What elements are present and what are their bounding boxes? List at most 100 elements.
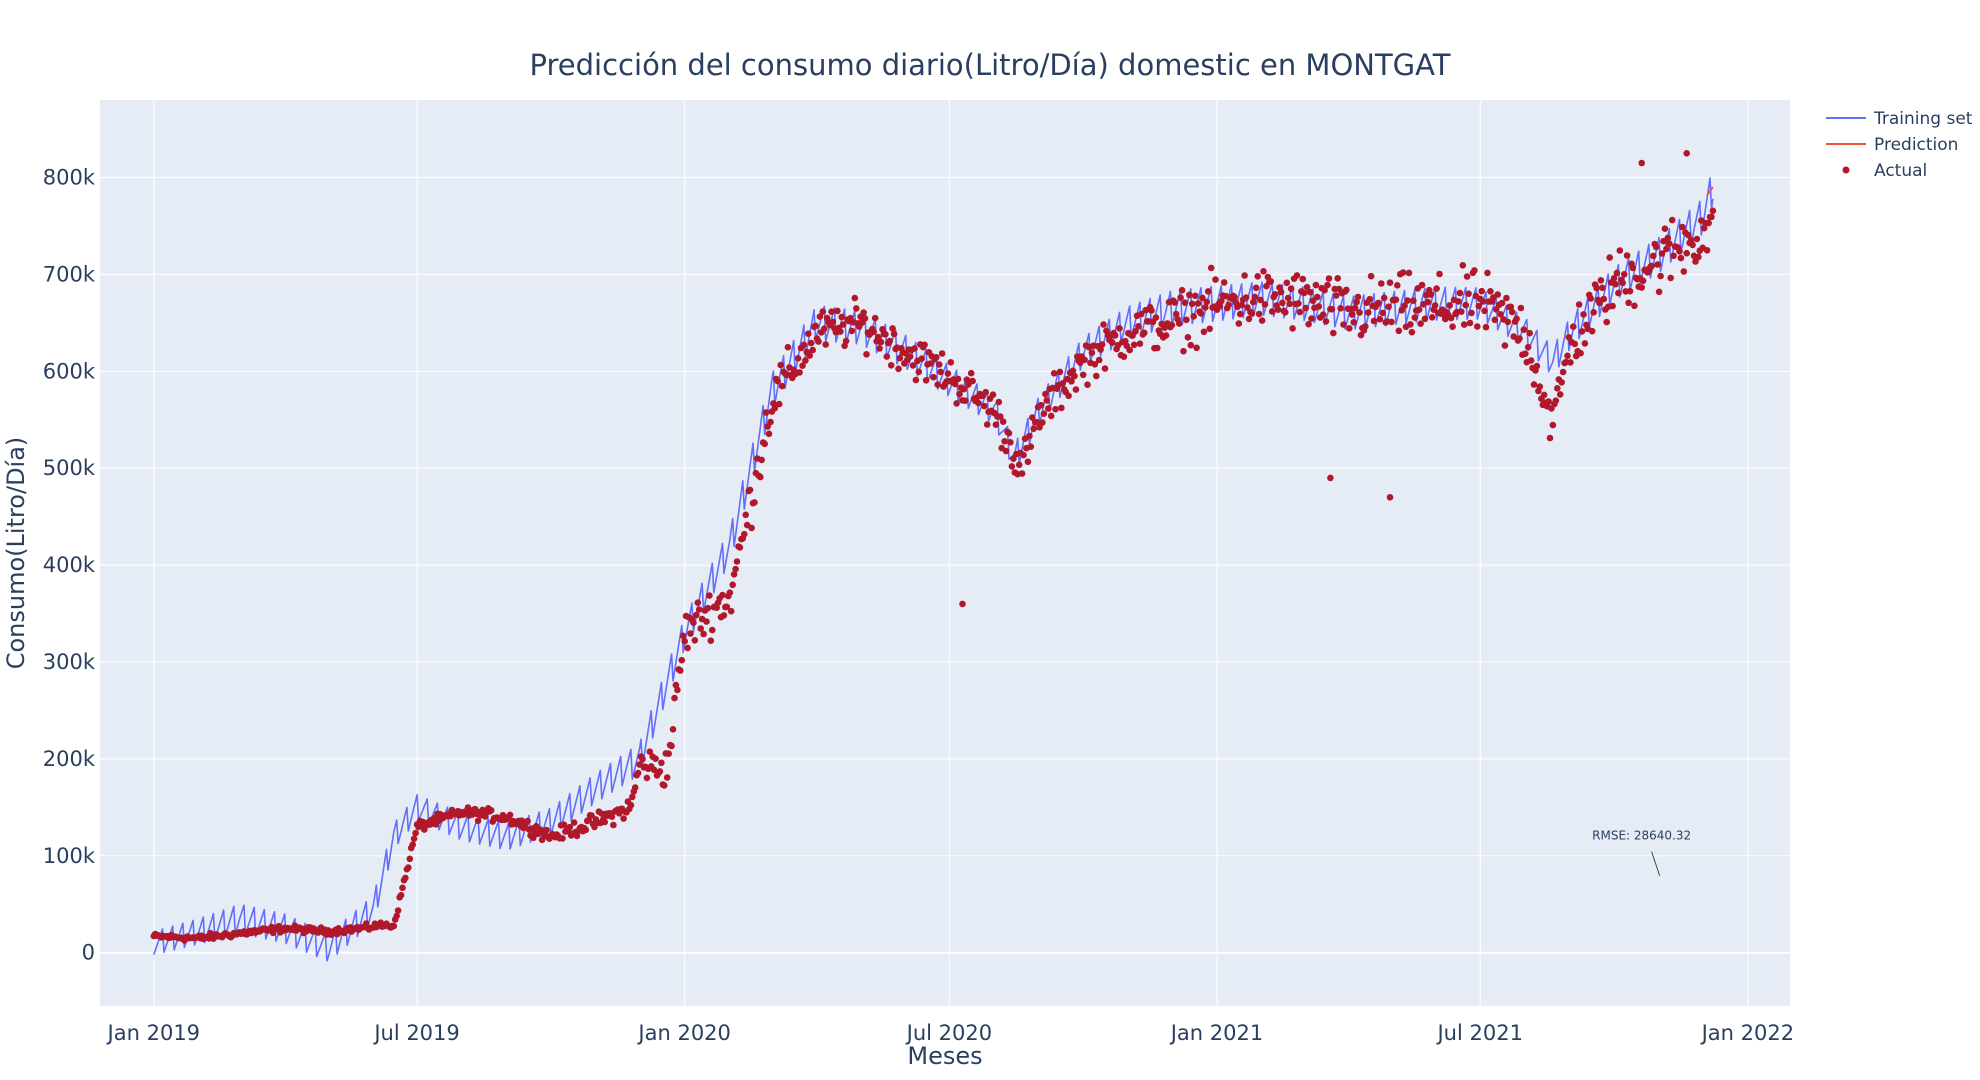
actual-point[interactable] bbox=[1231, 293, 1238, 301]
actual-point[interactable] bbox=[1522, 350, 1529, 358]
actual-point[interactable] bbox=[1172, 310, 1180, 318]
actual-point[interactable] bbox=[1410, 297, 1417, 305]
actual-point[interactable] bbox=[1570, 323, 1577, 331]
actual-point[interactable] bbox=[863, 351, 870, 358]
actual-point[interactable] bbox=[799, 362, 806, 370]
actual-point[interactable] bbox=[1357, 331, 1365, 339]
actual-point[interactable] bbox=[761, 440, 768, 448]
actual-point[interactable] bbox=[1504, 318, 1512, 326]
actual-point[interactable] bbox=[774, 377, 781, 385]
actual-point[interactable] bbox=[1204, 288, 1212, 295]
actual-point[interactable] bbox=[1455, 298, 1462, 305]
actual-point[interactable] bbox=[1258, 317, 1266, 324]
actual-point[interactable] bbox=[1401, 302, 1408, 310]
actual-point[interactable] bbox=[1039, 419, 1046, 426]
prediction-line[interactable] bbox=[1706, 186, 1714, 196]
actual-point[interactable] bbox=[394, 907, 402, 914]
actual-point[interactable] bbox=[566, 823, 574, 831]
actual-point[interactable] bbox=[697, 625, 704, 632]
actual-point[interactable] bbox=[1002, 447, 1010, 455]
legend-item-prediction[interactable]: Prediction bbox=[1826, 135, 1958, 155]
actual-point[interactable] bbox=[1141, 329, 1148, 337]
actual-point[interactable] bbox=[1606, 254, 1613, 261]
actual-point[interactable] bbox=[1395, 327, 1403, 335]
actual-points[interactable] bbox=[150, 150, 1717, 944]
actual-point[interactable] bbox=[723, 603, 731, 611]
actual-point[interactable] bbox=[1554, 385, 1561, 392]
actual-point[interactable] bbox=[778, 382, 786, 390]
actual-point[interactable] bbox=[1366, 295, 1373, 303]
actual-point[interactable] bbox=[876, 345, 883, 352]
actual-point[interactable] bbox=[665, 750, 672, 757]
actual-point[interactable] bbox=[1683, 249, 1690, 257]
actual-point[interactable] bbox=[1370, 317, 1378, 325]
actual-point[interactable] bbox=[713, 604, 720, 611]
actual-point[interactable] bbox=[643, 774, 651, 782]
actual-point[interactable] bbox=[937, 368, 944, 376]
actual-point[interactable] bbox=[1218, 297, 1225, 305]
actual-point[interactable] bbox=[1068, 378, 1075, 385]
actual-point[interactable] bbox=[1526, 329, 1533, 337]
actual-point[interactable] bbox=[1540, 391, 1548, 399]
actual-point[interactable] bbox=[506, 811, 514, 819]
actual-point[interactable] bbox=[806, 352, 813, 359]
actual-point[interactable] bbox=[707, 637, 715, 644]
actual-point[interactable] bbox=[1194, 300, 1202, 307]
actual-point[interactable] bbox=[1100, 321, 1107, 328]
actual-point[interactable] bbox=[815, 338, 822, 345]
actual-point[interactable] bbox=[1183, 316, 1190, 324]
actual-point[interactable] bbox=[1458, 308, 1465, 316]
actual-point[interactable] bbox=[732, 565, 739, 573]
actual-point[interactable] bbox=[1638, 159, 1645, 167]
actual-point[interactable] bbox=[1052, 405, 1059, 413]
actual-point[interactable] bbox=[1666, 240, 1673, 247]
actual-point[interactable] bbox=[906, 353, 914, 360]
actual-point[interactable] bbox=[822, 341, 829, 348]
actual-point[interactable] bbox=[1212, 276, 1219, 283]
actual-point[interactable] bbox=[784, 343, 792, 351]
actual-point[interactable] bbox=[1650, 252, 1657, 260]
actual-point[interactable] bbox=[1321, 286, 1328, 294]
actual-point[interactable] bbox=[1680, 268, 1688, 275]
actual-point[interactable] bbox=[1428, 314, 1436, 321]
actual-point[interactable] bbox=[1546, 434, 1554, 442]
actual-point[interactable] bbox=[911, 345, 918, 352]
actual-point[interactable] bbox=[997, 413, 1004, 420]
actual-point[interactable] bbox=[1709, 207, 1717, 215]
actual-point[interactable] bbox=[410, 835, 418, 842]
actual-point[interactable] bbox=[1404, 297, 1411, 304]
actual-point[interactable] bbox=[1005, 429, 1013, 437]
actual-point[interactable] bbox=[1424, 298, 1432, 306]
actual-point[interactable] bbox=[681, 637, 688, 645]
actual-point[interactable] bbox=[1097, 346, 1104, 353]
actual-point[interactable] bbox=[1184, 334, 1192, 341]
actual-point[interactable] bbox=[1154, 344, 1161, 352]
actual-point[interactable] bbox=[1629, 264, 1637, 272]
actual-point[interactable] bbox=[874, 333, 882, 341]
actual-point[interactable] bbox=[1376, 315, 1384, 323]
actual-point[interactable] bbox=[953, 400, 960, 407]
actual-point[interactable] bbox=[679, 632, 687, 640]
actual-point[interactable] bbox=[1030, 425, 1037, 433]
actual-point[interactable] bbox=[1071, 372, 1078, 380]
actual-point[interactable] bbox=[1708, 213, 1715, 221]
actual-point[interactable] bbox=[794, 355, 802, 362]
actual-point[interactable] bbox=[812, 322, 819, 330]
actual-point[interactable] bbox=[909, 362, 917, 369]
actual-point[interactable] bbox=[1631, 302, 1638, 310]
actual-point[interactable] bbox=[1282, 309, 1289, 316]
actual-point[interactable] bbox=[1254, 273, 1261, 280]
actual-point[interactable] bbox=[691, 637, 699, 644]
actual-point[interactable] bbox=[627, 801, 635, 809]
actual-point[interactable] bbox=[1181, 299, 1189, 307]
actual-point[interactable] bbox=[807, 339, 815, 347]
actual-point[interactable] bbox=[1684, 231, 1692, 239]
actual-point[interactable] bbox=[1248, 310, 1256, 317]
actual-point[interactable] bbox=[1599, 284, 1606, 292]
actual-point[interactable] bbox=[1479, 298, 1487, 305]
actual-point[interactable] bbox=[1327, 474, 1334, 482]
actual-point[interactable] bbox=[1705, 219, 1712, 227]
actual-point[interactable] bbox=[853, 305, 860, 312]
actual-point[interactable] bbox=[983, 421, 991, 428]
actual-point[interactable] bbox=[1109, 339, 1116, 347]
